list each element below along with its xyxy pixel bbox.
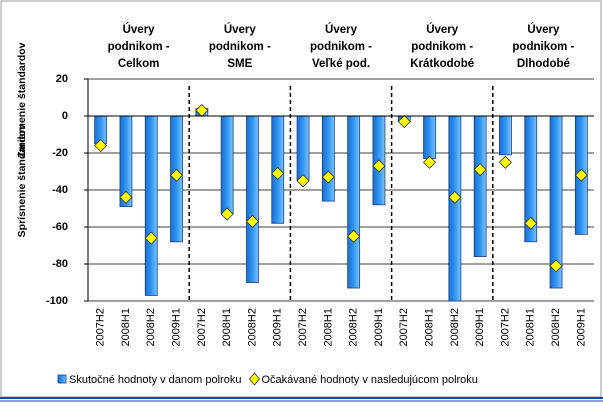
group-title: podnikom - xyxy=(512,41,574,53)
y-tick-label: -60 xyxy=(52,221,68,233)
bar xyxy=(144,115,158,296)
bar xyxy=(473,115,487,258)
diamond-marker xyxy=(549,259,563,273)
diamond-marker xyxy=(498,155,513,169)
group-title: Úvery xyxy=(527,23,560,36)
bar xyxy=(423,115,436,159)
group-title: Úvery xyxy=(325,23,358,36)
legend-label: Očakávané hodnoty v nasledujúcom polroku xyxy=(261,374,477,386)
x-tick-label: 2009H1 xyxy=(170,308,182,347)
diamond-marker xyxy=(220,207,234,221)
diamond-marker xyxy=(397,114,411,129)
x-tick-label: 2008H2 xyxy=(145,308,157,347)
group-title: Krátkodobé xyxy=(410,58,474,70)
group-title: podnikom - xyxy=(310,41,372,53)
x-tick-label: 2007H2 xyxy=(95,308,107,347)
x-tick-label: 2008H2 xyxy=(550,308,562,347)
x-tick-label: 2008H1 xyxy=(423,308,435,347)
diamond-marker xyxy=(574,168,588,182)
diamond-marker xyxy=(422,155,437,169)
group-title: Celkom xyxy=(118,58,160,70)
bar xyxy=(448,115,462,302)
group-title: SME xyxy=(227,58,252,70)
y-axis-label: Zmiernenie štandardov xyxy=(16,42,28,158)
group-title: Úvery xyxy=(426,23,459,36)
diamond-marker xyxy=(94,139,108,153)
x-tick-label: 2009H1 xyxy=(575,308,587,347)
legend-swatch xyxy=(248,372,260,386)
x-tick-label: 2007H2 xyxy=(196,308,208,347)
x-tick-label: 2007H2 xyxy=(297,308,309,347)
bar xyxy=(220,115,234,215)
bar xyxy=(347,115,361,289)
x-tick-label: 2008H1 xyxy=(221,308,233,347)
y-tick-label: 20 xyxy=(56,73,68,85)
bar xyxy=(296,115,310,182)
group-title: podnikom - xyxy=(411,41,473,53)
diamond-marker xyxy=(169,168,184,182)
y-tick-label: -80 xyxy=(52,258,68,270)
bar xyxy=(499,115,512,156)
diamond-marker xyxy=(321,170,335,184)
group-title: Úvery xyxy=(224,23,257,36)
group-title: Veľké pod. xyxy=(312,58,370,70)
x-tick-label: 2008H1 xyxy=(322,308,334,347)
x-tick-label: 2008H1 xyxy=(120,308,132,347)
y-tick-label: -20 xyxy=(52,147,68,159)
legend-label: Skutočné hodnoty v danom polroku xyxy=(69,374,241,386)
diamond-marker xyxy=(144,231,158,245)
group-title: podnikom - xyxy=(108,41,170,53)
x-tick-label: 2008H2 xyxy=(246,308,258,347)
diamond-marker xyxy=(296,174,310,188)
diamond-marker xyxy=(372,159,386,173)
group-title: podnikom - xyxy=(209,41,271,53)
diamond-marker xyxy=(347,229,361,243)
diamond-marker xyxy=(448,190,462,204)
x-tick-label: 2009H1 xyxy=(474,308,486,347)
bar xyxy=(321,115,335,202)
diamond-marker xyxy=(245,214,260,229)
legend-swatch xyxy=(57,374,67,384)
bar xyxy=(246,115,259,283)
x-tick-label: 2008H1 xyxy=(525,308,537,347)
y-tick-label: 0 xyxy=(62,110,68,122)
y-tick-label: -40 xyxy=(52,184,68,196)
x-tick-label: 2008H2 xyxy=(348,308,360,347)
diamond-marker xyxy=(473,163,487,177)
diamond-marker xyxy=(524,216,538,230)
y-tick-label: -100 xyxy=(46,295,68,307)
x-tick-label: 2008H2 xyxy=(449,308,461,347)
diamond-marker xyxy=(119,190,133,204)
diamond-marker xyxy=(271,166,285,180)
group-title: Dlhodobé xyxy=(517,58,570,70)
group-title: Úvery xyxy=(123,23,156,36)
x-tick-label: 2007H2 xyxy=(398,308,410,347)
frame xyxy=(0,0,602,398)
x-tick-label: 2009H1 xyxy=(373,308,385,347)
x-tick-label: 2007H2 xyxy=(499,308,511,347)
y-axis-label: Sprísnenie štandardov xyxy=(16,124,28,237)
x-tick-label: 2009H1 xyxy=(272,308,284,347)
